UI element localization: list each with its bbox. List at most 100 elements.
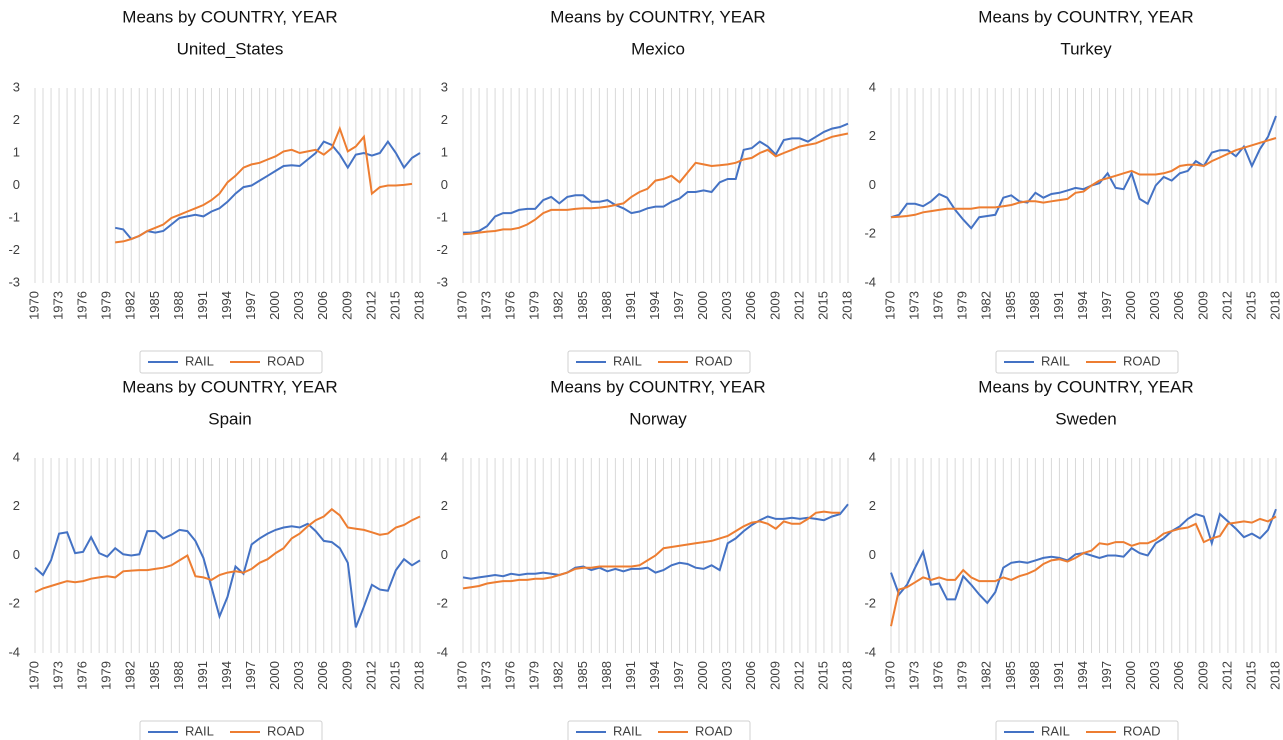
chart-subtitle: United_States	[177, 39, 284, 58]
y-tick-label: 4	[13, 449, 20, 464]
x-tick-label: 1997	[243, 291, 258, 320]
x-tick-label: 2003	[719, 661, 734, 690]
y-tick-label: -4	[864, 274, 876, 289]
chart-subtitle: Spain	[208, 409, 251, 428]
y-tick-label: 0	[441, 547, 448, 562]
x-tick-label: 2012	[363, 291, 378, 320]
x-tick-label: 1991	[195, 661, 210, 690]
x-tick-label: 2000	[695, 661, 710, 690]
x-tick-label: 2009	[1195, 291, 1210, 320]
y-tick-label: 1	[441, 144, 448, 159]
y-tick-label: -2	[436, 596, 448, 611]
x-tick-label: 1994	[219, 661, 234, 690]
data-line	[890, 137, 1277, 219]
x-tick-label: 1985	[147, 661, 162, 690]
x-tick-label: 2012	[1219, 291, 1234, 320]
x-tick-label: 2006	[743, 661, 758, 690]
x-tick-label: 1991	[623, 291, 638, 320]
chart-title: Means by COUNTRY, YEAR	[122, 377, 337, 396]
x-tick-label: 1976	[75, 291, 90, 320]
x-tick-label: 2003	[291, 661, 306, 690]
legend-label: RAIL	[185, 723, 214, 738]
y-tick-label: 2	[441, 112, 448, 127]
x-tick-label: 1997	[243, 661, 258, 690]
y-tick-label: 0	[869, 547, 876, 562]
x-tick-label: 1979	[955, 291, 970, 320]
data-line	[462, 132, 849, 236]
x-tick-label: 2003	[1147, 661, 1162, 690]
x-tick-label: 1970	[454, 291, 469, 320]
x-tick-label: 1997	[1099, 661, 1114, 690]
chart-panel: Means by COUNTRY, YEAR United_States -3 -2 -…	[8, 7, 426, 374]
legend-box	[995, 720, 1179, 740]
x-tick-label: 2000	[695, 291, 710, 320]
x-tick-label: 1976	[503, 291, 518, 320]
x-tick-label: 1970	[882, 661, 897, 690]
y-tick-label: -1	[436, 209, 448, 224]
chart-panel: Means by COUNTRY, YEAR Mexico -3 -2 -1 0 1 2 3 19…	[436, 7, 854, 374]
x-tick-label: 2009	[339, 661, 354, 690]
chart-panel: Means by COUNTRY, YEAR Spain -4 -2 0 2 4 1970 19…	[8, 377, 426, 740]
y-tick-label: -3	[8, 274, 20, 289]
y-tick-label: -1	[8, 209, 20, 224]
x-tick-label: 1985	[575, 291, 590, 320]
y-tick-label: -2	[8, 596, 20, 611]
x-tick-label: 2006	[1171, 661, 1186, 690]
chart-title: Means by COUNTRY, YEAR	[550, 7, 765, 26]
legend-label: RAIL	[185, 353, 214, 368]
x-tick-label: 1985	[1003, 661, 1018, 690]
data-line	[115, 125, 413, 244]
x-tick-label: 1973	[479, 291, 494, 320]
x-tick-label: 1979	[99, 661, 114, 690]
legend-label: ROAD	[695, 723, 733, 738]
x-tick-label: 1997	[671, 291, 686, 320]
x-tick-label: 2009	[767, 661, 782, 690]
chart-title: Means by COUNTRY, YEAR	[122, 7, 337, 26]
y-tick-label: -2	[436, 242, 448, 257]
y-tick-label: 0	[441, 177, 448, 192]
x-tick-label: 1973	[907, 661, 922, 690]
x-tick-label: 1991	[1051, 661, 1066, 690]
x-tick-label: 2009	[1195, 661, 1210, 690]
x-tick-label: 1988	[171, 661, 186, 690]
y-tick-label: 3	[13, 79, 20, 94]
x-tick-label: 2018	[411, 291, 426, 320]
x-tick-label: 1991	[623, 661, 638, 690]
x-tick-label: 1973	[479, 661, 494, 690]
x-tick-label: 2000	[267, 291, 282, 320]
y-tick-label: 2	[13, 112, 20, 127]
x-tick-label: 2003	[1147, 291, 1162, 320]
x-tick-label: 1994	[1075, 661, 1090, 690]
x-tick-label: 1994	[647, 661, 662, 690]
data-line	[890, 115, 1277, 230]
data-line	[890, 515, 1277, 627]
x-tick-label: 1994	[647, 291, 662, 320]
x-tick-label: 2015	[387, 291, 402, 320]
y-tick-label: 4	[869, 79, 876, 94]
x-tick-label: 2006	[1171, 291, 1186, 320]
y-tick-label: -2	[8, 242, 20, 257]
legend-label: RAIL	[613, 723, 642, 738]
x-tick-label: 2012	[791, 661, 806, 690]
x-tick-label: 1970	[26, 661, 41, 690]
x-tick-label: 2012	[791, 291, 806, 320]
x-tick-label: 1994	[1075, 291, 1090, 320]
x-tick-label: 2003	[719, 291, 734, 320]
x-tick-label: 2015	[815, 291, 830, 320]
x-tick-label: 1982	[123, 661, 138, 690]
legend-label: ROAD	[1123, 723, 1161, 738]
x-tick-label: 2003	[291, 291, 306, 320]
x-tick-label: 1979	[99, 291, 114, 320]
y-tick-label: -4	[436, 644, 448, 659]
legend-box	[139, 350, 323, 374]
x-tick-label: 2015	[387, 661, 402, 690]
x-tick-label: 2000	[1123, 291, 1138, 320]
data-line	[463, 122, 849, 234]
x-tick-label: 1979	[527, 661, 542, 690]
chart-panel: Means by COUNTRY, YEAR Turkey -4 -2 0 2 4 1970 1…	[864, 7, 1282, 374]
x-tick-label: 2006	[315, 291, 330, 320]
chart-panel: Means by COUNTRY, YEAR Sweden -4 -2 0 2 4 1970 1…	[864, 377, 1282, 740]
chart-title: Means by COUNTRY, YEAR	[550, 377, 765, 396]
x-tick-label: 1991	[195, 291, 210, 320]
